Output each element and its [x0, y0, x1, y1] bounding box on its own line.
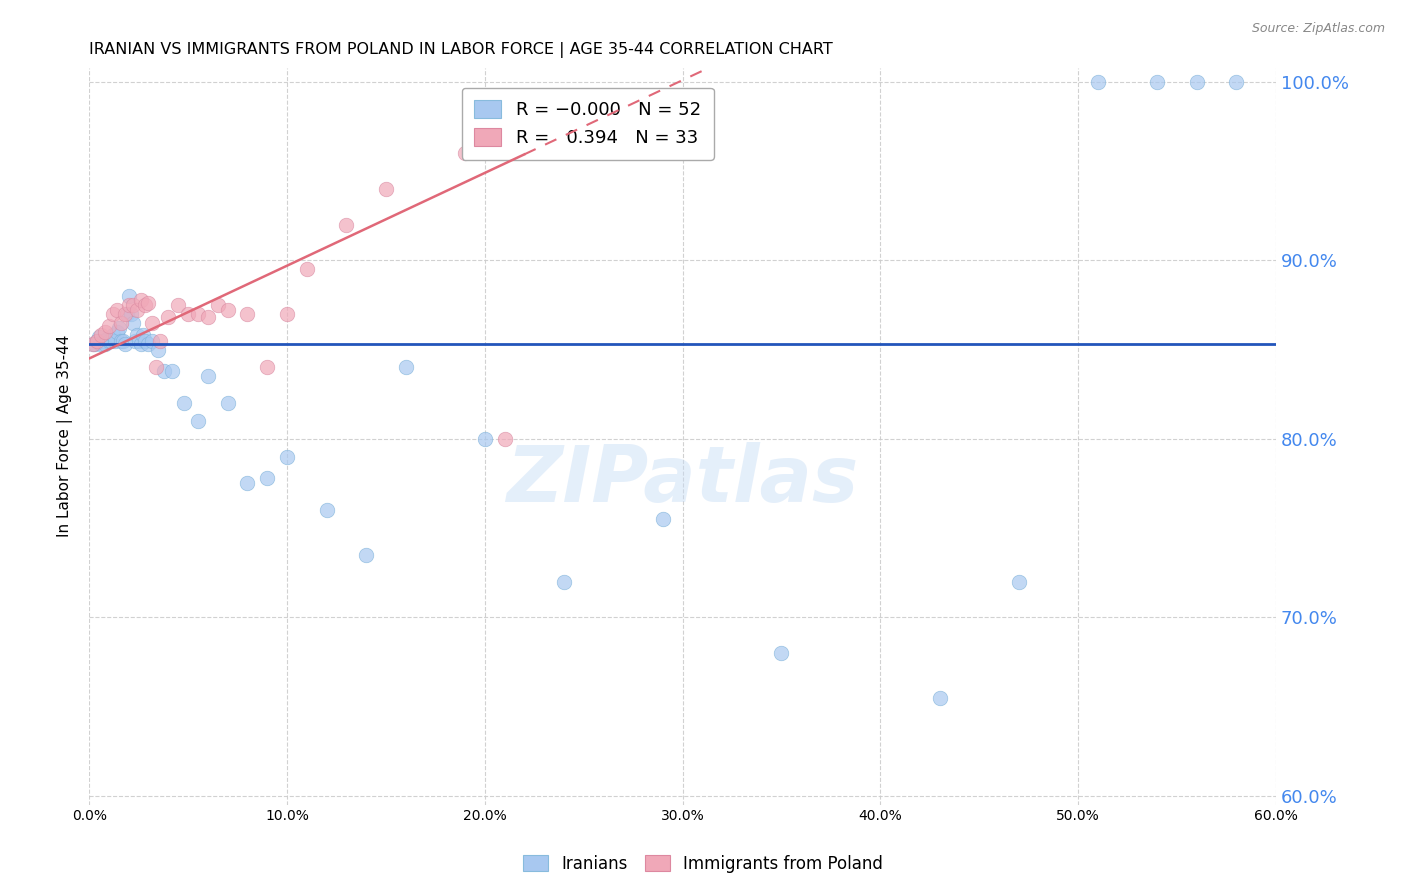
- Point: [1087, 75, 1109, 89]
- Point: [129, 337, 152, 351]
- Point: [187, 414, 209, 428]
- Point: [145, 360, 167, 375]
- Point: [90, 328, 112, 343]
- Point: [114, 307, 136, 321]
- Point: [121, 316, 143, 330]
- Point: [121, 298, 143, 312]
- Point: [84, 337, 107, 351]
- Point: [276, 450, 298, 464]
- Point: [256, 471, 278, 485]
- Point: [141, 316, 163, 330]
- Point: [197, 369, 219, 384]
- Point: [134, 334, 156, 348]
- Point: [110, 316, 132, 330]
- Point: [474, 432, 496, 446]
- Text: IRANIAN VS IMMIGRANTS FROM POLAND IN LABOR FORCE | AGE 35-44 CORRELATION CHART: IRANIAN VS IMMIGRANTS FROM POLAND IN LAB…: [89, 42, 832, 58]
- Point: [104, 334, 127, 348]
- Point: [928, 690, 950, 705]
- Point: [295, 262, 318, 277]
- Point: [129, 293, 152, 307]
- Point: [1225, 75, 1247, 89]
- Point: [207, 298, 229, 312]
- Point: [100, 334, 122, 348]
- Point: [173, 396, 195, 410]
- Point: [86, 334, 108, 348]
- Point: [157, 310, 180, 325]
- Point: [153, 364, 176, 378]
- Point: [553, 574, 575, 589]
- Point: [148, 343, 170, 357]
- Text: Source: ZipAtlas.com: Source: ZipAtlas.com: [1251, 22, 1385, 36]
- Point: [114, 337, 136, 351]
- Point: [94, 337, 117, 351]
- Point: [354, 548, 377, 562]
- Point: [128, 334, 150, 348]
- Point: [118, 298, 141, 312]
- Point: [651, 512, 673, 526]
- Point: [138, 337, 160, 351]
- Point: [124, 334, 146, 348]
- Point: [335, 218, 357, 232]
- Point: [82, 337, 104, 351]
- Point: [141, 334, 163, 348]
- Point: [1185, 75, 1208, 89]
- Point: [97, 334, 120, 348]
- Point: [125, 328, 148, 343]
- Point: [101, 328, 124, 343]
- Point: [91, 334, 114, 348]
- Point: [96, 332, 118, 346]
- Point: [90, 337, 112, 351]
- Point: [134, 298, 156, 312]
- Point: [177, 307, 200, 321]
- Point: [454, 146, 477, 161]
- Point: [1008, 574, 1031, 589]
- Point: [276, 307, 298, 321]
- Point: [494, 432, 516, 446]
- Point: [120, 307, 142, 321]
- Legend: Iranians, Immigrants from Poland: Iranians, Immigrants from Poland: [516, 848, 890, 880]
- Point: [86, 334, 108, 348]
- Point: [197, 310, 219, 325]
- Legend: R = −0.000   N = 52, R =   0.394   N = 33: R = −0.000 N = 52, R = 0.394 N = 33: [461, 87, 714, 160]
- Point: [217, 303, 239, 318]
- Point: [236, 307, 259, 321]
- Text: ZIPatlas: ZIPatlas: [506, 442, 859, 518]
- Point: [236, 476, 259, 491]
- Point: [149, 334, 172, 348]
- Point: [108, 321, 131, 335]
- Point: [770, 646, 793, 660]
- Point: [125, 303, 148, 318]
- Point: [160, 364, 183, 378]
- Point: [131, 328, 153, 343]
- Point: [138, 296, 160, 310]
- Point: [105, 303, 128, 318]
- Point: [110, 334, 132, 348]
- Point: [187, 307, 209, 321]
- Point: [101, 307, 124, 321]
- Point: [118, 289, 141, 303]
- Point: [115, 307, 138, 321]
- Point: [97, 319, 120, 334]
- Point: [256, 360, 278, 375]
- Point: [315, 503, 337, 517]
- Point: [1146, 75, 1168, 89]
- Point: [105, 325, 128, 339]
- Point: [374, 182, 396, 196]
- Point: [111, 334, 134, 348]
- Point: [167, 298, 190, 312]
- Point: [217, 396, 239, 410]
- Y-axis label: In Labor Force | Age 35-44: In Labor Force | Age 35-44: [58, 335, 73, 537]
- Point: [82, 337, 104, 351]
- Point: [87, 330, 110, 344]
- Point: [395, 360, 418, 375]
- Point: [94, 325, 117, 339]
